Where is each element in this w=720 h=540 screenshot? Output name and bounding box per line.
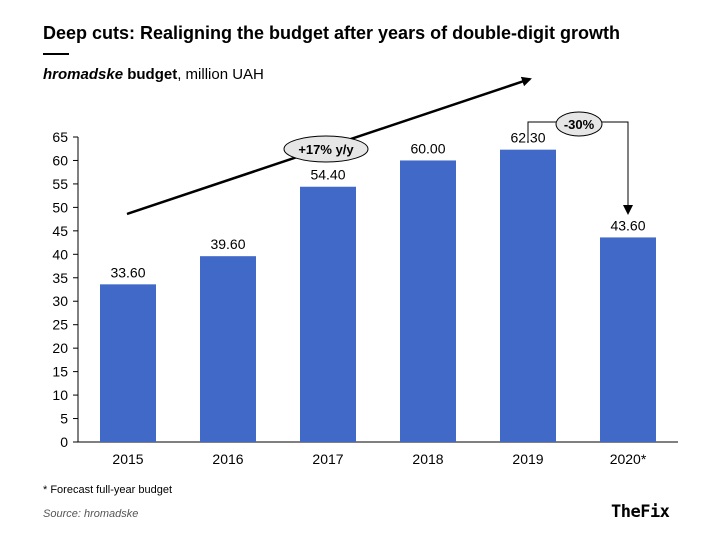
trend-callout-label: +17% y/y — [298, 142, 354, 157]
chart-title: Deep cuts: Realigning the budget after y… — [43, 23, 621, 43]
bar — [400, 160, 456, 442]
title-underline — [43, 53, 69, 55]
x-tick-label: 2018 — [412, 451, 443, 467]
data-label: 39.60 — [210, 236, 245, 252]
bar — [600, 237, 656, 442]
y-tick-label: 15 — [52, 364, 68, 380]
drop-callout-badge — [555, 111, 603, 137]
y-tick-label: 10 — [52, 387, 68, 403]
x-tick-label: 2019 — [512, 451, 543, 467]
chart-subtitle: hromadske budget, million UAH — [43, 66, 264, 83]
data-label: 33.60 — [110, 264, 145, 280]
y-tick-label: 0 — [60, 434, 68, 450]
data-label: 43.60 — [610, 217, 645, 233]
trend-callout-badge — [283, 135, 369, 163]
y-tick-label: 50 — [52, 199, 68, 215]
data-label: 54.40 — [310, 167, 345, 183]
drop-callout-label: -30% — [564, 117, 595, 132]
y-tick-label: 35 — [52, 270, 68, 286]
y-tick-label: 20 — [52, 340, 68, 356]
y-tick-label: 55 — [52, 176, 68, 192]
bar — [100, 284, 156, 442]
y-tick-label: 5 — [60, 411, 68, 427]
x-tick-label: 2020* — [610, 451, 647, 467]
bar — [200, 256, 256, 442]
bar — [500, 149, 556, 442]
subtitle-unit: , million UAH — [177, 66, 264, 83]
y-tick-label: 30 — [52, 293, 68, 309]
subtitle-brand: hromadske — [43, 66, 124, 83]
thefix-logo: TheFix — [611, 502, 670, 522]
x-tick-label: 2016 — [212, 451, 243, 467]
y-tick-label: 40 — [52, 246, 68, 262]
x-tick-label: 2015 — [112, 451, 143, 467]
y-tick-label: 25 — [52, 317, 68, 333]
footnote: * Forecast full-year budget — [43, 484, 173, 496]
y-tick-label: 60 — [52, 152, 68, 168]
bar — [300, 186, 356, 442]
source-note: Source: hromadske — [43, 508, 139, 520]
y-tick-label: 65 — [52, 129, 68, 145]
y-tick-label: 45 — [52, 223, 68, 239]
data-label: 60.00 — [410, 140, 445, 156]
x-tick-label: 2017 — [312, 451, 343, 467]
subtitle-budget: budget — [123, 66, 178, 83]
